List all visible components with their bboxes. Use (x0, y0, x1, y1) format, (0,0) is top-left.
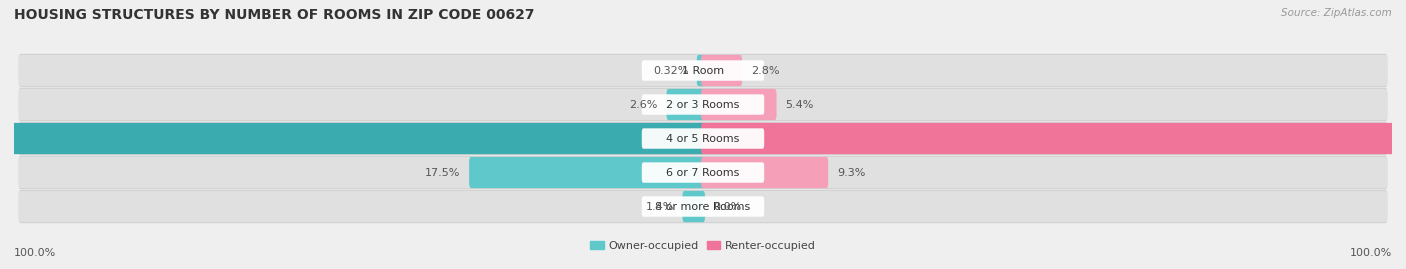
FancyBboxPatch shape (641, 94, 765, 115)
FancyBboxPatch shape (702, 55, 742, 86)
Legend: Owner-occupied, Renter-occupied: Owner-occupied, Renter-occupied (586, 236, 820, 256)
Text: 1.4%: 1.4% (645, 201, 673, 211)
FancyBboxPatch shape (682, 191, 704, 222)
Text: 9.3%: 9.3% (837, 168, 865, 178)
Text: 17.5%: 17.5% (425, 168, 461, 178)
FancyBboxPatch shape (18, 156, 1388, 189)
FancyBboxPatch shape (470, 157, 704, 188)
Text: 2.6%: 2.6% (630, 100, 658, 109)
Text: HOUSING STRUCTURES BY NUMBER OF ROOMS IN ZIP CODE 00627: HOUSING STRUCTURES BY NUMBER OF ROOMS IN… (14, 8, 534, 22)
Text: 1 Room: 1 Room (682, 66, 724, 76)
Text: 100.0%: 100.0% (14, 248, 56, 258)
FancyBboxPatch shape (18, 157, 1388, 188)
FancyBboxPatch shape (18, 122, 1388, 155)
FancyBboxPatch shape (666, 89, 704, 120)
FancyBboxPatch shape (18, 55, 1388, 86)
Text: 2 or 3 Rooms: 2 or 3 Rooms (666, 100, 740, 109)
Text: 100.0%: 100.0% (1350, 248, 1392, 258)
FancyBboxPatch shape (702, 89, 776, 120)
FancyBboxPatch shape (702, 123, 1406, 154)
Text: 0.32%: 0.32% (652, 66, 688, 76)
FancyBboxPatch shape (697, 55, 704, 86)
Text: 6 or 7 Rooms: 6 or 7 Rooms (666, 168, 740, 178)
FancyBboxPatch shape (18, 89, 1388, 120)
Text: 2.8%: 2.8% (751, 66, 779, 76)
FancyBboxPatch shape (0, 123, 704, 154)
FancyBboxPatch shape (18, 88, 1388, 121)
Text: 0.0%: 0.0% (714, 201, 742, 211)
Text: Source: ZipAtlas.com: Source: ZipAtlas.com (1281, 8, 1392, 18)
Text: 8 or more Rooms: 8 or more Rooms (655, 201, 751, 211)
FancyBboxPatch shape (18, 54, 1388, 87)
Text: 4 or 5 Rooms: 4 or 5 Rooms (666, 133, 740, 144)
FancyBboxPatch shape (641, 128, 765, 149)
FancyBboxPatch shape (18, 191, 1388, 222)
FancyBboxPatch shape (702, 157, 828, 188)
FancyBboxPatch shape (641, 162, 765, 183)
FancyBboxPatch shape (641, 60, 765, 81)
FancyBboxPatch shape (18, 190, 1388, 223)
FancyBboxPatch shape (641, 196, 765, 217)
FancyBboxPatch shape (18, 123, 1388, 154)
Text: 5.4%: 5.4% (785, 100, 814, 109)
